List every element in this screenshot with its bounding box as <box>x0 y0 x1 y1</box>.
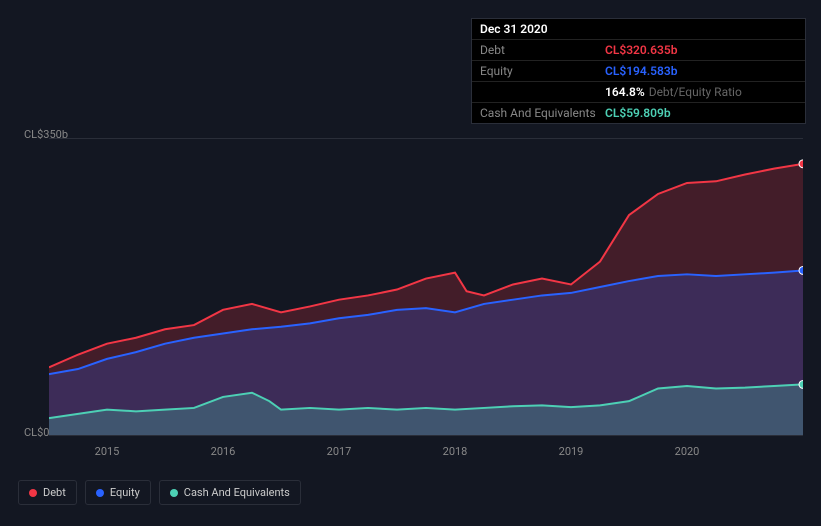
series-end-dot <box>799 380 803 388</box>
tooltip-row: DebtCL$320.635b <box>472 40 805 61</box>
legend: Debt Equity Cash And Equivalents <box>18 480 301 505</box>
legend-label: Cash And Equivalents <box>184 486 290 499</box>
x-axis: 2015 2016 2017 2018 2019 2020 <box>49 440 803 460</box>
tooltip-date-row: Dec 31 2020 <box>472 19 805 40</box>
x-axis-label: 2018 <box>443 445 468 458</box>
legend-item-debt[interactable]: Debt <box>18 480 77 505</box>
legend-dot-icon <box>170 489 178 497</box>
x-axis-label: 2017 <box>327 445 352 458</box>
legend-label: Debt <box>43 486 66 499</box>
tooltip-label <box>480 85 605 99</box>
x-axis-label: 2016 <box>211 445 236 458</box>
tooltip-label: Debt <box>480 43 605 57</box>
series-end-dot <box>799 160 803 168</box>
chart-area[interactable] <box>49 138 803 436</box>
tooltip-label: Cash And Equivalents <box>480 106 605 120</box>
y-axis-label: CL$0 <box>24 426 49 439</box>
series-end-dot <box>799 266 803 274</box>
legend-dot-icon <box>29 489 37 497</box>
tooltip-box: Dec 31 2020 DebtCL$320.635bEquityCL$194.… <box>471 18 806 124</box>
tooltip-row: Cash And EquivalentsCL$59.809b <box>472 103 805 123</box>
tooltip-row: 164.8% Debt/Equity Ratio <box>472 82 805 103</box>
legend-label: Equity <box>110 486 140 499</box>
tooltip-suffix: Debt/Equity Ratio <box>649 85 742 99</box>
chart-svg <box>49 139 803 435</box>
tooltip-value: CL$194.583b <box>605 64 677 78</box>
x-axis-label: 2020 <box>675 445 700 458</box>
x-axis-label: 2019 <box>559 445 584 458</box>
tooltip-row: EquityCL$194.583b <box>472 61 805 82</box>
x-axis-label: 2015 <box>95 445 120 458</box>
tooltip-value: 164.8% <box>605 85 645 99</box>
tooltip-date: Dec 31 2020 <box>480 22 548 36</box>
tooltip-value: CL$59.809b <box>605 106 671 120</box>
legend-dot-icon <box>96 489 104 497</box>
legend-item-equity[interactable]: Equity <box>85 480 151 505</box>
tooltip-value: CL$320.635b <box>605 43 677 57</box>
tooltip-label: Equity <box>480 64 605 78</box>
legend-item-cash-and-equivalents[interactable]: Cash And Equivalents <box>159 480 301 505</box>
